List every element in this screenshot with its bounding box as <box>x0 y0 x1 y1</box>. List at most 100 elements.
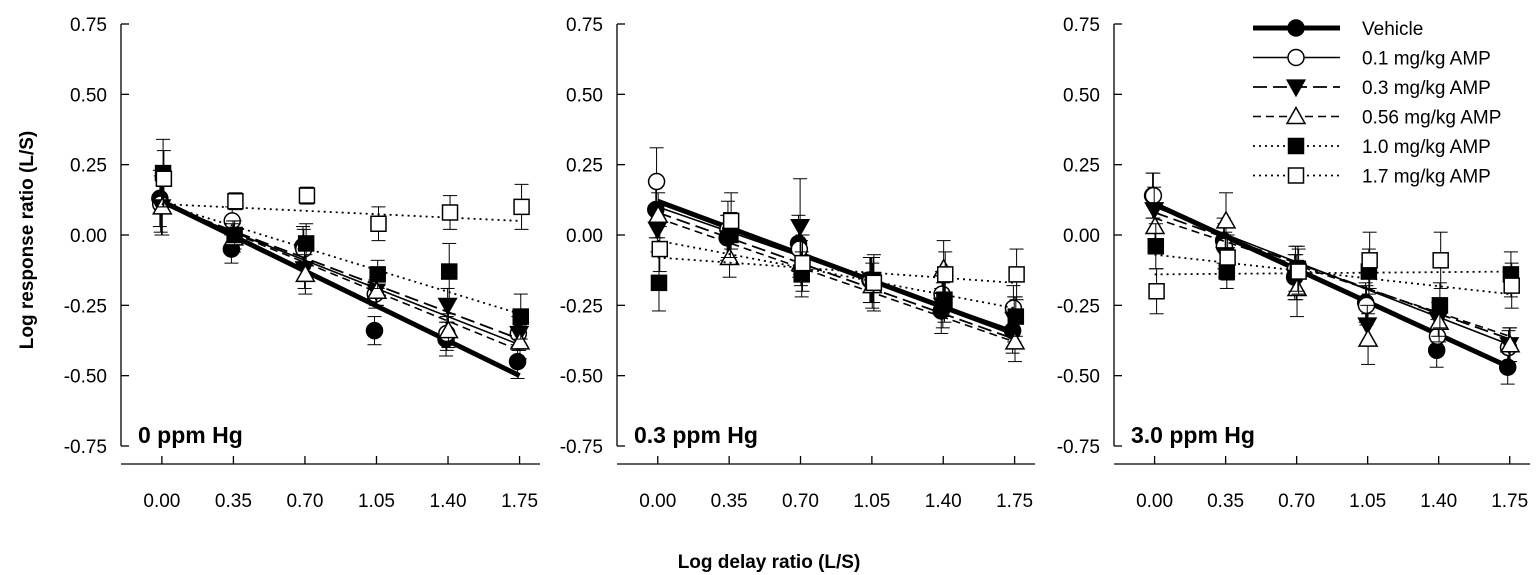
panel-2: 0.75 0.50 0.25 0.00 -0.25 -0.50 -0.75 0.00 0.35 0… <box>560 15 1035 512</box>
data-point <box>1008 266 1025 283</box>
y-tick-label: 0.00 <box>70 226 107 247</box>
legend-marker <box>1285 79 1307 98</box>
y-tick-label: 0.25 <box>70 156 107 177</box>
x-tick-label: 0.35 <box>1207 491 1244 512</box>
regression-line <box>657 239 1015 310</box>
series-1 <box>151 169 527 379</box>
data-point <box>1432 252 1449 269</box>
legend: Vehicle 0.1 mg/kg AMP 0.3 mg/kg AMP 0.56 mg… <box>1253 19 1501 188</box>
data-point <box>1431 297 1449 314</box>
series-4 <box>1144 192 1521 365</box>
x-tick-label: 1.40 <box>925 491 962 512</box>
legend-marker <box>1287 137 1305 155</box>
data-point <box>1357 317 1378 336</box>
y-tick-label: 0.75 <box>70 15 107 36</box>
legend-label: Vehicle <box>1362 19 1423 40</box>
legend-marker <box>1287 19 1305 37</box>
panel-3: 0.75 0.50 0.25 0.00 -0.25 -0.50 -0.75 0.00 0.35 0… <box>1057 15 1530 512</box>
series-5 <box>154 138 530 340</box>
data-point <box>650 274 668 292</box>
series-6 <box>651 192 1025 312</box>
x-tick-label: 0.00 <box>639 491 676 512</box>
series-2 <box>1144 172 1518 365</box>
regression-line <box>657 206 1015 332</box>
data-point <box>647 204 669 224</box>
y-tick-label: -0.25 <box>560 296 603 317</box>
legend-entry: 1.0 mg/kg AMP <box>1253 137 1491 158</box>
regression-line <box>1154 217 1510 338</box>
series-2 <box>647 147 1023 332</box>
series-3 <box>151 178 530 351</box>
panel-label: 0 ppm Hg <box>138 422 243 448</box>
y-tick-label: -0.75 <box>64 437 107 458</box>
data-point <box>1428 311 1450 330</box>
regression-line <box>657 256 1015 284</box>
legend-entry: 0.1 mg/kg AMP <box>1253 49 1491 70</box>
series-4 <box>151 178 531 360</box>
regression-line <box>656 198 1016 336</box>
y-tick-label: 0.50 <box>1063 85 1100 106</box>
data-point <box>865 274 883 292</box>
data-point <box>936 266 954 283</box>
panel-label: 0.3 ppm Hg <box>634 422 758 448</box>
legend-marker <box>1285 105 1307 125</box>
y-tick-label: -0.75 <box>1057 437 1100 458</box>
regression-line <box>657 211 1015 340</box>
legend-label: 0.3 mg/kg AMP <box>1362 78 1491 99</box>
data-point <box>298 187 316 204</box>
x-tick-label: 0.70 <box>286 491 323 512</box>
regression-line <box>1154 211 1511 340</box>
data-point <box>365 321 384 340</box>
panel-label: 3.0 ppm Hg <box>1131 422 1255 448</box>
series-6 <box>1148 231 1520 315</box>
data-point <box>722 226 739 244</box>
data-point <box>155 170 173 187</box>
x-tick-label: 0.70 <box>1278 491 1315 512</box>
y-tick-label: -0.50 <box>560 367 603 388</box>
y-tick-label: 0.25 <box>1063 156 1100 177</box>
data-point <box>647 221 668 240</box>
x-tick-label: 0.35 <box>215 491 252 512</box>
legend-entry: 1.7 mg/kg AMP <box>1253 167 1491 188</box>
data-point <box>722 212 740 230</box>
legend-label: 0.56 mg/kg AMP <box>1362 108 1501 129</box>
data-point <box>509 331 531 350</box>
data-point <box>790 240 809 258</box>
x-tick-label: 0.70 <box>782 491 819 512</box>
y-tick-label: -0.50 <box>1057 367 1100 388</box>
series-2 <box>151 175 528 351</box>
data-point <box>1218 263 1236 280</box>
y-tick-label: 0.00 <box>1063 226 1100 247</box>
regression-line <box>161 203 520 315</box>
data-point <box>719 246 740 266</box>
regression-line <box>657 217 1015 343</box>
data-point <box>1215 210 1237 229</box>
legend-entry: Vehicle <box>1253 19 1423 40</box>
panel-1: 0.75 0.50 0.25 0.00 -0.25 -0.50 -0.75 0.00 0.35 0… <box>64 15 540 512</box>
y-tick-label: 0.00 <box>566 226 603 247</box>
legend-entry: 0.56 mg/kg AMP <box>1253 105 1501 129</box>
data-point <box>1361 252 1378 269</box>
series-3 <box>1144 186 1520 363</box>
data-point <box>1503 277 1520 294</box>
data-point <box>226 226 243 244</box>
panels: 0.75 0.50 0.25 0.00 -0.25 -0.50 -0.75 0.00 0.35 0… <box>64 15 1530 512</box>
y-tick-label: -0.25 <box>64 296 107 317</box>
x-tick-label: 1.75 <box>501 491 538 512</box>
data-point <box>651 240 669 258</box>
x-tick-label: 1.05 <box>358 491 395 512</box>
regression-line <box>1154 270 1510 276</box>
series-1 <box>1143 172 1517 385</box>
x-tick-label: 1.05 <box>853 491 890 512</box>
data-point <box>1144 202 1165 220</box>
legend-label: 1.7 mg/kg AMP <box>1362 167 1491 188</box>
y-tick-label: 0.75 <box>566 15 603 36</box>
data-point <box>295 263 316 283</box>
data-point <box>370 215 387 232</box>
legend-marker <box>1287 167 1305 184</box>
y-axis-title: Log response ratio (L/S) <box>17 131 38 350</box>
y-tick-label: 0.75 <box>1063 15 1100 36</box>
x-axis-title: Log delay ratio (L/S) <box>678 552 861 573</box>
regression-line <box>160 198 521 378</box>
